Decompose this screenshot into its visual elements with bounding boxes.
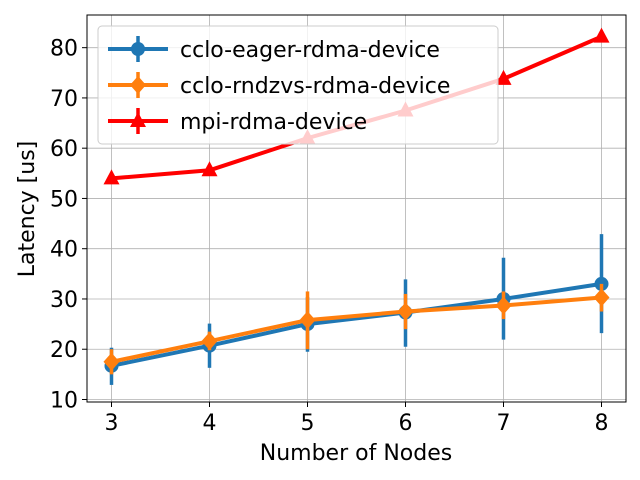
legend: cclo-eager-rdma-device cclo-rndzvs-rdma-d… — [97, 25, 499, 145]
y-tick-label: 60 — [50, 137, 78, 162]
data-point — [397, 302, 414, 321]
x-tick-label: 5 — [301, 411, 315, 436]
legend-label: cclo-rndzvs-rdma-device — [180, 74, 450, 99]
y-tick-label: 10 — [50, 388, 78, 413]
legend-entry: cclo-rndzvs-rdma-device — [108, 72, 450, 99]
y-tick-label: 20 — [50, 338, 78, 363]
axis-ticks: 3 4 5 6 7 8 10 20 30 40 50 60 70 80 — [50, 37, 609, 436]
x-tick-label: 3 — [105, 411, 119, 436]
data-point — [593, 27, 610, 43]
legend-marker — [130, 76, 146, 94]
y-tick-label: 50 — [50, 187, 78, 212]
y-tick-label: 40 — [50, 238, 78, 263]
legend-entry: cclo-eager-rdma-device — [108, 36, 440, 63]
x-axis-label: Number of Nodes — [260, 441, 452, 466]
series-0 — [104, 234, 609, 385]
series-line — [111, 281, 602, 368]
x-tick-label: 6 — [399, 411, 413, 436]
data-point — [201, 161, 218, 177]
data-point — [495, 296, 512, 315]
series-line — [111, 295, 602, 364]
data-point — [201, 332, 218, 351]
plot-frame — [86, 14, 627, 403]
data-point — [495, 69, 512, 85]
legend-marker — [130, 112, 146, 127]
y-axis-label: Latency [us] — [15, 141, 40, 278]
legend-marker — [131, 42, 145, 56]
series-1 — [103, 283, 610, 375]
x-tick-label: 4 — [203, 411, 217, 436]
x-tick-label: 8 — [595, 411, 609, 436]
series-layer — [103, 27, 610, 385]
legend-box — [97, 25, 499, 145]
y-tick-label: 30 — [50, 288, 78, 313]
legend-label: cclo-eager-rdma-device — [180, 38, 440, 63]
data-point — [299, 311, 316, 330]
legend-label: mpi-rdma-device — [180, 110, 367, 135]
data-point — [103, 169, 120, 185]
x-tick-label: 7 — [497, 411, 511, 436]
legend-entry: mpi-rdma-device — [108, 108, 367, 135]
data-point — [593, 288, 610, 307]
data-point — [103, 352, 120, 371]
y-tick-label: 80 — [50, 37, 78, 62]
y-tick-label: 70 — [50, 87, 78, 112]
